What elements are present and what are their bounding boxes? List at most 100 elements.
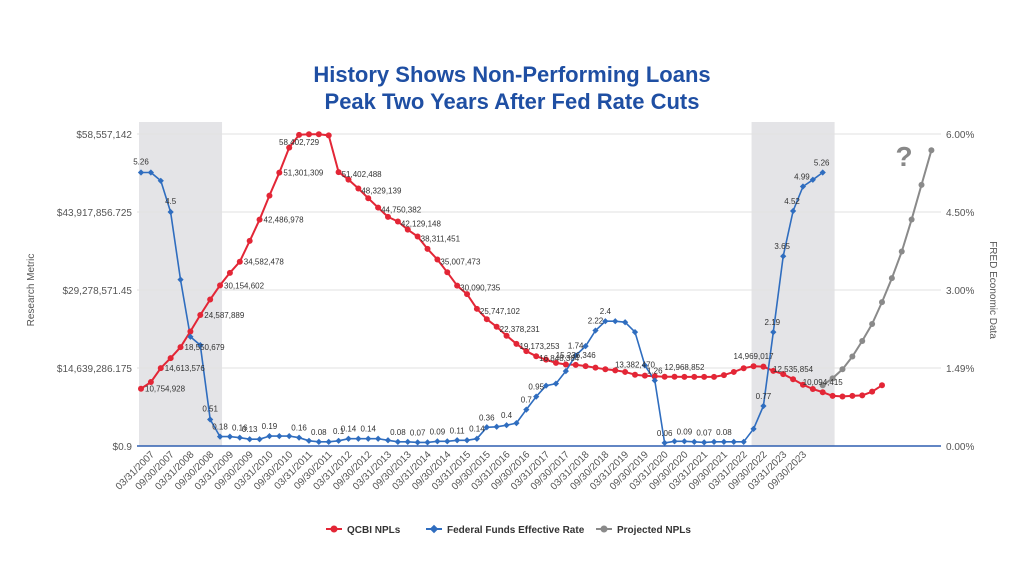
point-federal-funds-effective-rate — [384, 437, 392, 444]
y-right-tick-label: 4.50% — [946, 208, 974, 219]
data-label-federal-funds-effective-rate: 0.16 — [291, 424, 307, 433]
point-projected-npls — [839, 366, 846, 373]
point-qcbi-npls — [770, 367, 777, 374]
point-qcbi-npls — [730, 368, 737, 375]
point-qcbi-npls — [197, 311, 204, 318]
point-federal-funds-effective-rate — [710, 438, 718, 445]
point-qcbi-npls — [869, 388, 876, 395]
point-qcbi-npls — [592, 364, 599, 371]
data-label-qcbi-npls: 14,613,576 — [165, 364, 206, 373]
point-federal-funds-effective-rate — [246, 436, 253, 443]
point-qcbi-npls — [276, 169, 283, 176]
data-label-federal-funds-effective-rate: 0.14 — [469, 425, 485, 434]
data-label-qcbi-npls: 10,094,415 — [803, 378, 844, 387]
point-federal-funds-effective-rate — [286, 433, 293, 440]
point-qcbi-npls — [157, 365, 164, 372]
legend-label-qcbi-npls: QCBI NPLs — [347, 525, 401, 536]
point-federal-funds-effective-rate — [157, 177, 164, 184]
point-qcbi-npls — [375, 204, 382, 211]
y-axis-left-title: Research Metric — [26, 254, 37, 327]
data-label-qcbi-npls: 44,750,382 — [381, 206, 422, 215]
data-label-federal-funds-effective-rate: 5.26 — [133, 157, 149, 166]
y-left-tick-label: $0.9 — [113, 442, 133, 453]
data-label-qcbi-npls: 16,848,384 — [539, 354, 580, 363]
point-projected-npls — [928, 147, 935, 154]
point-federal-funds-effective-rate — [493, 423, 500, 430]
data-label-federal-funds-effective-rate: 0.14 — [341, 425, 357, 434]
y-right-tick-label: 0.00% — [946, 442, 974, 453]
point-projected-npls — [869, 320, 876, 327]
point-qcbi-npls — [552, 359, 559, 366]
data-label-federal-funds-effective-rate: 0.19 — [262, 422, 278, 431]
point-qcbi-npls — [641, 372, 648, 379]
data-label-federal-funds-effective-rate: 0.51 — [202, 404, 218, 413]
point-qcbi-npls — [414, 233, 421, 240]
point-federal-funds-effective-rate — [542, 382, 550, 389]
point-qcbi-npls — [365, 195, 372, 202]
data-label-qcbi-npls: 30,154,602 — [224, 281, 265, 290]
data-label-federal-funds-effective-rate: 4.5 — [165, 197, 177, 206]
data-label-qcbi-npls: 10,754,928 — [145, 385, 186, 394]
point-federal-funds-effective-rate — [641, 362, 648, 369]
point-qcbi-npls — [711, 373, 718, 380]
point-qcbi-npls — [315, 131, 322, 138]
point-federal-funds-effective-rate — [720, 438, 728, 445]
point-federal-funds-effective-rate — [404, 438, 411, 445]
legend-label-projected-npls: Projected NPLs — [617, 525, 691, 536]
point-projected-npls — [879, 299, 885, 306]
point-qcbi-npls — [454, 282, 461, 289]
point-qcbi-npls — [266, 192, 273, 199]
chart-title-line-1: History Shows Non-Performing Loans — [313, 62, 710, 87]
point-qcbi-npls — [681, 373, 688, 380]
data-label-qcbi-npls: 51,301,309 — [283, 169, 324, 178]
point-qcbi-npls — [207, 296, 214, 303]
data-label-qcbi-npls: 35,007,473 — [440, 257, 481, 266]
legend-marker-qcbi-npls — [330, 525, 338, 533]
data-label-federal-funds-effective-rate: 0.36 — [479, 413, 495, 422]
point-federal-funds-effective-rate — [701, 439, 708, 446]
point-qcbi-npls — [147, 379, 154, 386]
point-federal-funds-effective-rate — [315, 438, 322, 445]
data-label-federal-funds-effective-rate: 3.65 — [774, 242, 790, 251]
point-federal-funds-effective-rate — [730, 438, 737, 445]
point-qcbi-npls — [394, 218, 401, 225]
point-projected-npls — [918, 181, 925, 188]
data-label-qcbi-npls: 13,382,470 — [615, 361, 656, 370]
point-federal-funds-effective-rate — [266, 433, 273, 440]
point-qcbi-npls — [750, 363, 757, 370]
point-qcbi-npls — [720, 372, 727, 379]
chart-title-line-2: Peak Two Years After Fed Rate Cuts — [325, 89, 700, 114]
point-qcbi-npls — [256, 216, 263, 223]
point-qcbi-npls — [790, 376, 797, 383]
point-federal-funds-effective-rate — [424, 439, 431, 446]
data-label-qcbi-npls: 14,969,017 — [734, 352, 775, 361]
series-line-qcbi-npls — [140, 133, 883, 398]
data-label-federal-funds-effective-rate: 0.07 — [410, 428, 426, 437]
point-federal-funds-effective-rate — [661, 439, 668, 446]
point-qcbi-npls — [780, 371, 787, 378]
point-qcbi-npls — [671, 373, 678, 380]
x-axis-ticks: 03/31/200709/30/200703/31/200809/30/2008… — [114, 449, 810, 492]
data-label-federal-funds-effective-rate: 0.1 — [333, 427, 345, 436]
y-left-tick-label: $14,639,286.175 — [57, 364, 133, 375]
point-qcbi-npls — [434, 256, 441, 263]
data-label-qcbi-npls: 25,747,102 — [480, 307, 521, 316]
point-qcbi-npls — [632, 371, 638, 378]
point-federal-funds-effective-rate — [622, 319, 629, 326]
point-federal-funds-effective-rate — [770, 329, 777, 336]
point-federal-funds-effective-rate — [463, 437, 471, 444]
point-qcbi-npls — [325, 132, 332, 139]
y-right-tick-label: 1.49% — [946, 364, 974, 375]
point-qcbi-npls — [483, 316, 490, 323]
data-label-federal-funds-effective-rate: 0.08 — [390, 428, 406, 437]
point-qcbi-npls — [582, 363, 589, 370]
shaded-periods — [139, 122, 835, 446]
point-federal-funds-effective-rate — [335, 437, 342, 444]
data-label-federal-funds-effective-rate: 0.77 — [756, 392, 772, 401]
point-qcbi-npls — [217, 282, 224, 289]
point-projected-npls — [859, 338, 866, 345]
point-projected-npls — [898, 248, 905, 255]
point-qcbi-npls — [503, 332, 510, 339]
data-label-federal-funds-effective-rate: 0.06 — [657, 429, 673, 438]
point-federal-funds-effective-rate — [256, 436, 263, 443]
